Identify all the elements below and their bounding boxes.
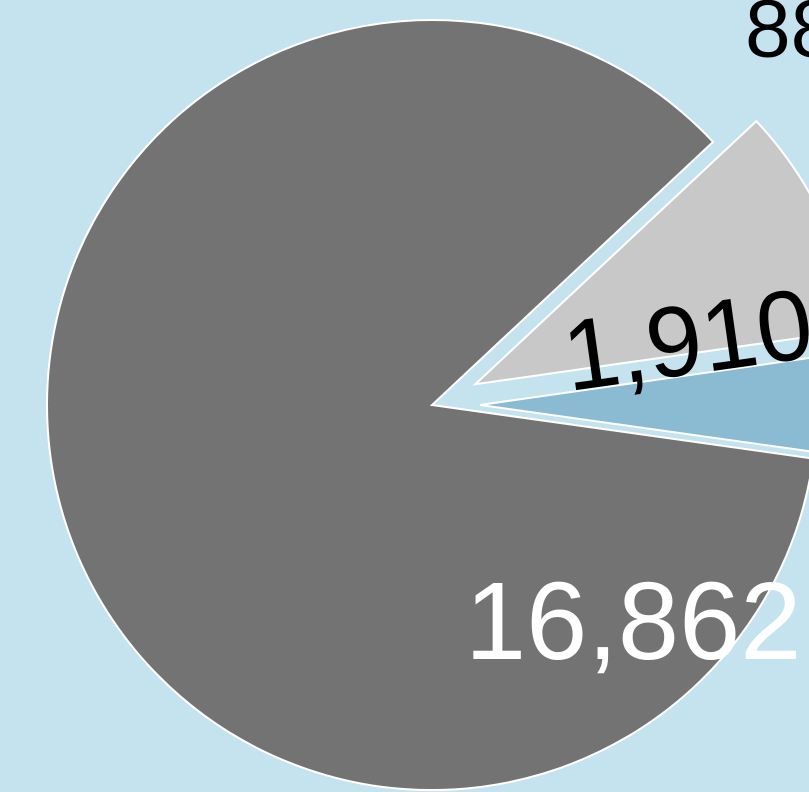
pie-slice — [46, 19, 809, 791]
data-label: 880 — [745, 0, 809, 75]
pie-slice — [472, 119, 809, 386]
data-label: 16,862 — [465, 560, 801, 683]
pie-slice — [479, 356, 809, 453]
